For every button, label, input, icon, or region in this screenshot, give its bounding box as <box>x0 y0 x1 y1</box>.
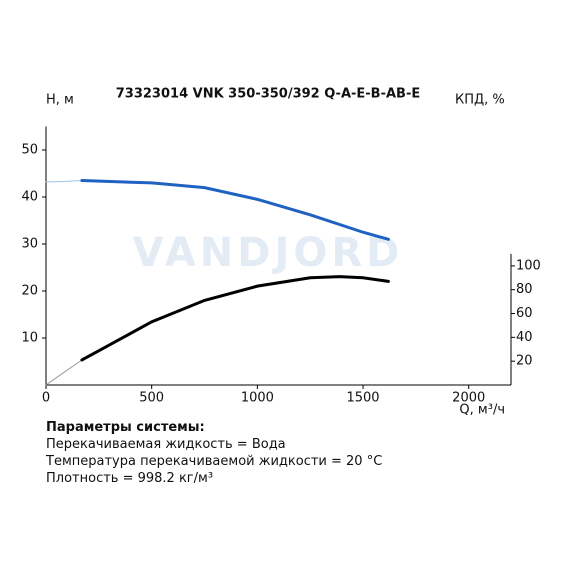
parameter-line: Температура перекачиваемой жидкости = 20… <box>46 454 383 469</box>
parameter-line: Плотность = 998.2 кг/м³ <box>46 471 214 486</box>
x-tick-label: 1500 <box>346 391 379 406</box>
y-tick-label: 10 <box>21 331 38 346</box>
curve <box>80 179 390 241</box>
chart-title: 73323014 VNK 350-350/392 Q-A-E-B-AB-E <box>116 87 420 102</box>
y-tick-label: 30 <box>21 237 38 252</box>
watermark: VANDJORD <box>133 230 404 276</box>
y-axis-label: H, м <box>46 93 74 108</box>
y2-tick-label: 20 <box>516 354 533 369</box>
y2-tick-label: 80 <box>516 282 533 297</box>
x-axis-label: Q, м³/ч <box>459 403 505 416</box>
y2-tick-label: 100 <box>516 258 541 273</box>
curve <box>45 359 83 386</box>
y2-tick-label: 60 <box>516 306 533 321</box>
chart: 73323014 VNK 350-350/392 Q-A-E-B-AB-E H,… <box>21 87 541 416</box>
y2-tick-label: 40 <box>516 330 533 345</box>
curve <box>80 275 390 362</box>
x-tick-label: 500 <box>139 391 164 406</box>
y-tick-label: 50 <box>21 143 38 158</box>
parameter-line: Перекачиваемая жидкость = Вода <box>46 437 286 452</box>
parameters-heading: Параметры системы: <box>46 420 205 435</box>
y-tick-label: 40 <box>21 190 38 205</box>
x-tick-label: 0 <box>42 391 50 406</box>
x-tick-label: 2000 <box>452 391 485 406</box>
y2-axis-label: КПД, % <box>455 93 505 108</box>
x-tick-label: 1000 <box>241 391 274 406</box>
curve <box>45 180 83 183</box>
y-tick-label: 20 <box>21 284 38 299</box>
